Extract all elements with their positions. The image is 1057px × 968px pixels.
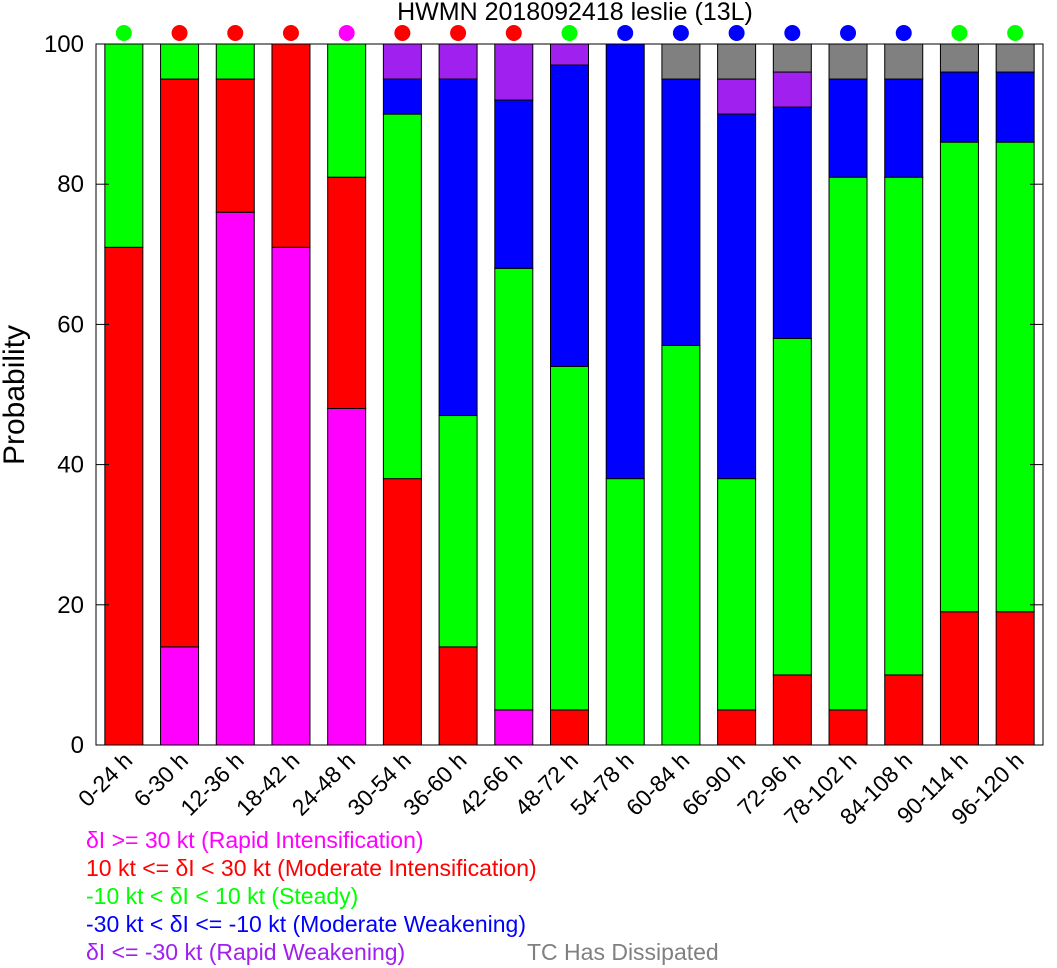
bar-segment-ri-7: [494, 709, 534, 746]
category-marker-4: [338, 25, 355, 41]
bar-segment-rw-6: [438, 43, 478, 80]
category-marker-12: [784, 25, 801, 41]
bar-segment-mi-15: [939, 611, 979, 746]
bar-segment-mw-13: [828, 78, 868, 178]
bar-segment-st-16: [995, 141, 1035, 613]
bar-segment-mi-3: [271, 43, 311, 248]
bar-segment-td-10: [661, 43, 701, 80]
bar-segment-mi-2: [215, 78, 255, 213]
bar-segment-rw-11: [717, 78, 757, 115]
y-axis-label: Probability: [0, 325, 31, 465]
category-marker-0: [115, 25, 132, 41]
bar-segment-td-16: [995, 43, 1035, 73]
bar-segment-td-11: [717, 43, 757, 80]
bar-segment-rw-7: [494, 43, 534, 101]
bar-segment-mw-5: [382, 78, 422, 115]
bar-segment-mi-8: [550, 709, 589, 746]
y-tick-label-60: 60: [57, 311, 84, 338]
bar-segment-rw-5: [382, 43, 422, 80]
chart-title: HWMN 2018092418 leslie (13L): [397, 0, 753, 26]
bar-segment-st-8: [550, 365, 589, 711]
bar-segment-ri-3: [271, 246, 311, 746]
bar-segment-st-4: [327, 43, 367, 178]
bar-segment-mw-12: [772, 106, 812, 339]
bar-segment-mi-16: [995, 611, 1035, 746]
bar-segment-st-1: [160, 43, 200, 80]
bar-segment-st-5: [382, 113, 422, 480]
bar-segment-st-9: [605, 478, 645, 746]
legend-item-dissipated: TC Has Dissipated: [527, 939, 719, 965]
bar-segment-st-10: [661, 344, 701, 746]
bar-segment-st-11: [717, 478, 757, 711]
category-marker-2: [227, 25, 244, 41]
bar-segment-mw-7: [494, 99, 534, 269]
legend: δI >= 30 kt (Rapid Intensification) 10 k…: [86, 826, 537, 966]
bar-segment-st-14: [884, 176, 924, 676]
bar-segment-mw-14: [884, 78, 924, 178]
bar-segment-st-6: [438, 415, 478, 648]
bar-segment-td-15: [939, 43, 979, 73]
bar-segment-st-15: [939, 141, 979, 613]
y-tick-label-20: 20: [57, 592, 84, 619]
legend-item-rapid-intensification: δI >= 30 kt (Rapid Intensification): [86, 827, 424, 853]
bar-segment-rw-12: [772, 71, 812, 108]
category-marker-6: [450, 25, 467, 41]
bar-segment-td-14: [884, 43, 924, 80]
legend-item-moderate-weakening: -30 kt < δI <= -10 kt (Moderate Weakenin…: [86, 911, 527, 937]
bar-segment-mi-5: [382, 478, 422, 746]
bar-segment-mi-11: [717, 709, 757, 746]
category-marker-1: [171, 25, 188, 41]
bar-segment-st-12: [772, 337, 812, 676]
bar-segment-ri-4: [327, 408, 367, 746]
legend-item-rapid-weakening: δI <= -30 kt (Rapid Weakening): [86, 939, 406, 965]
plot-frame: [95, 43, 1044, 746]
bar-segment-st-7: [494, 267, 534, 711]
legend-item-moderate-intensification: 10 kt <= δI < 30 kt (Moderate Intensific…: [86, 855, 537, 881]
category-marker-7: [505, 25, 522, 41]
bar-segment-mw-8: [550, 64, 589, 367]
category-marker-9: [617, 25, 634, 41]
category-marker-10: [672, 25, 689, 41]
bar-segment-td-13: [828, 43, 868, 80]
bar-segment-ri-1: [160, 646, 200, 746]
bar-segment-mi-12: [772, 674, 812, 746]
bar-segment-mi-0: [104, 246, 144, 746]
bar-segment-mw-11: [717, 113, 757, 480]
bar-segment-st-0: [104, 43, 144, 248]
category-marker-5: [394, 25, 411, 41]
category-marker-3: [282, 25, 299, 41]
bar-segment-mi-6: [438, 646, 478, 746]
bar-segment-mw-10: [661, 78, 701, 346]
y-tick-label-80: 80: [57, 171, 84, 198]
bar-segment-mw-15: [939, 71, 979, 143]
category-marker-16: [1007, 25, 1024, 41]
category-marker-11: [728, 25, 745, 41]
bar-segment-st-13: [828, 176, 868, 711]
bar-segment-mi-4: [327, 176, 367, 410]
bar-segment-mw-6: [438, 78, 478, 417]
bar-segment-st-2: [215, 43, 255, 80]
category-marker-13: [840, 25, 857, 41]
bar-segment-mw-16: [995, 71, 1035, 143]
bar-segment-mi-1: [160, 78, 200, 648]
category-marker-8: [561, 25, 578, 41]
bar-segment-mw-9: [605, 43, 645, 480]
bar-segment-mi-13: [828, 709, 868, 746]
bar-segment-rw-8: [550, 43, 589, 66]
y-tick-label-100: 100: [44, 31, 84, 58]
bar-segment-ri-2: [215, 211, 255, 746]
bar-segment-mi-14: [884, 674, 924, 746]
legend-item-steady: -10 kt < δI < 10 kt (Steady): [86, 883, 359, 909]
bar-segment-td-12: [772, 43, 812, 73]
y-tick-label-0: 0: [71, 732, 84, 759]
y-tick-label-40: 40: [57, 452, 84, 479]
category-marker-14: [895, 25, 912, 41]
category-marker-15: [951, 25, 968, 41]
